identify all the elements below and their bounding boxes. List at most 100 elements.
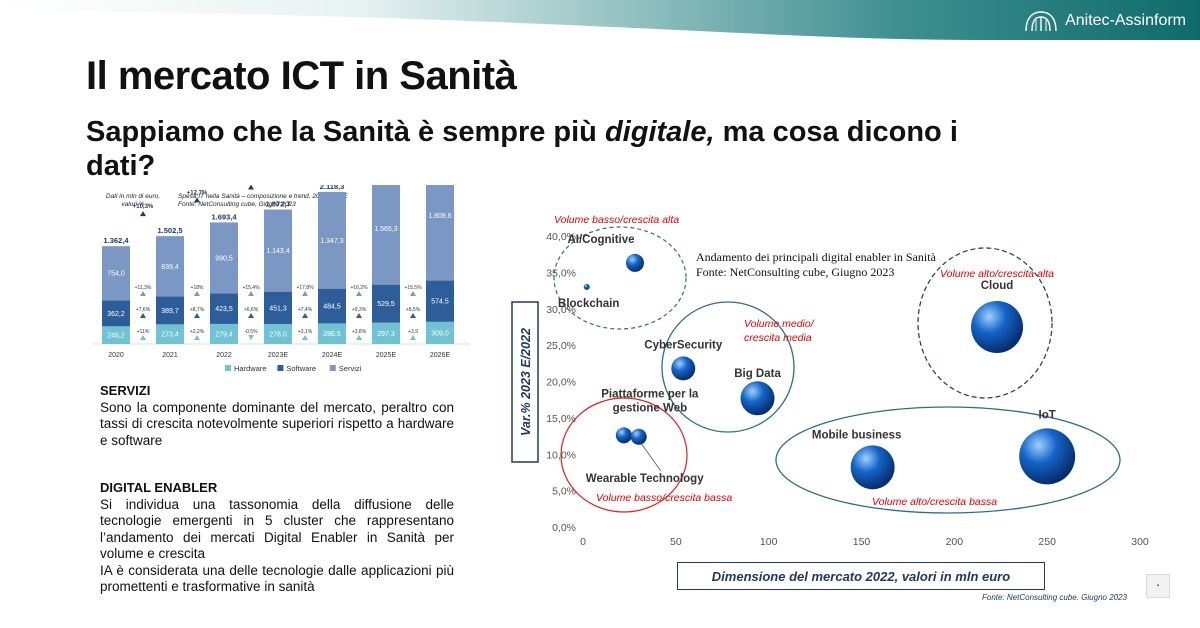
point-label: Piattaforme per la gestione Web [601,388,699,414]
series-growth-triangle-icon [302,335,308,340]
bar-segment-hardware-2022 [210,323,238,344]
point-label-line: Blockchain [558,298,619,310]
bar-segment-hardware-2020 [102,326,130,344]
stacked-bar-chart: 246,2 362,2 754,0 1.362,4 2020 273,4 389,7 839,… [93,185,470,373]
point-label: IoT [1039,409,1056,421]
bubble-mobile-business [850,445,895,490]
cluster-label-basso-alta: Volume basso/crescita alta [554,214,679,226]
digital-heading: DIGITAL ENABLER [100,480,218,495]
x-tick-label: 250 [1038,536,1056,548]
bar-category-label: 2025E [376,352,397,359]
bar-segment-software-2024E [318,288,346,324]
bar-total-label: 1.362,4 [103,236,129,245]
legend-swatch-hardware [225,365,231,371]
bar-segment-software-2020 [102,300,130,327]
point-label: Cloud [981,280,1014,292]
point-label-line: Wearable Technology [586,473,704,485]
bar-segment-servizi-2025E [372,185,400,285]
bar-segment-software-2022 [210,293,238,324]
bar-segment-software-2026E [426,280,454,322]
bar-segment-servizi-2021 [156,236,184,297]
anitec-logo-icon [1025,11,1057,32]
series-growth-triangle-icon [140,313,146,318]
bar-segment-servizi-2020 [102,246,130,301]
series-growth-triangle-icon [356,335,362,340]
page-title: Il mercato ICT in Sanità [86,54,517,98]
bubble-big-data [740,381,775,416]
ia-text: IA è considerata una delle tecnologie da… [100,562,454,595]
y-tick-label: 20,0% [546,377,576,389]
bubble-cybersecurity [671,356,696,381]
y-tick-label: 0,0% [552,522,576,534]
cluster-label-basso-bassa: Volume basso/crescita bassa [596,492,732,504]
series-growth-label: +7,4% [298,307,313,313]
bubble-iot [1019,428,1076,485]
series-growth-triangle-icon [356,313,362,318]
bar-value-label: 1.565,3 [374,226,397,233]
cluster-ellipse-basso-bassa [560,397,688,513]
series-growth-label: +15,5% [404,285,422,291]
series-growth-label: +16,2% [350,285,368,291]
bar-segment-hardware-2021 [156,324,184,344]
point-label-line: CyberSecurity [644,339,723,351]
bar-value-label: 1.347,3 [320,238,343,245]
legend-label-software: Software [286,364,316,373]
y-axis-title-box [511,301,539,463]
bar-units: Dati in mln di euro, valori % [100,193,166,209]
bar-caption-line2: Fonte: NetConsulting cube, Giugno 2023 [178,201,296,208]
series-growth-label: +17,8% [296,285,314,291]
bubble-cloud [971,300,1024,353]
bar-total-label: 1.502,5 [157,226,182,235]
bar-value-label: 273,4 [161,332,179,339]
point-label-line: Piattaforme per la [601,388,699,400]
bar-value-label: 278,0 [269,332,287,339]
series-growth-triangle-icon [194,335,200,340]
bar-value-label: 389,7 [161,308,179,315]
series-growth-triangle-icon [302,313,308,318]
growth-triangle-icon [248,185,254,190]
x-axis-title: Dimensione del mercato 2022, valori in m… [711,568,1011,584]
y-tick-label: 40,0% [546,231,576,243]
series-growth-triangle-icon [410,335,416,340]
source-note: Fonte: NetConsulting cube. Giugno 2023 [982,593,1127,602]
bar-value-label: 286,5 [323,331,341,338]
bar-total-label: 2.118,3 [320,185,345,191]
series-growth-triangle-icon [194,291,200,296]
legend-label-hardware: Hardware [234,364,267,373]
cluster-ellipse-medio [661,301,795,433]
point-label-line: Mobile business [812,429,901,441]
series-growth-triangle-icon [248,313,254,318]
bar-segment-servizi-2024E [318,191,346,289]
bubble-chart: 0,0%5,0%10,0%15,0%20,0%25,0%30,0%35,0%40… [511,214,1149,548]
bubble-note-line2: Fonte: NetConsulting cube, Giugno 2023 [696,265,895,279]
cluster-label-medio: Volume medio/crescita media [744,318,815,344]
y-tick-label: 15,0% [546,413,576,425]
x-tick-label: 150 [853,536,871,548]
growth-triangle-icon [194,197,200,203]
x-tick-label: 50 [670,536,682,548]
series-growth-label: +11,3% [135,285,152,291]
page-subtitle: Sappiamo che la Sanità è sempre più digi… [86,115,1006,183]
legend-swatch-servizi [329,365,336,371]
servizi-text: Sono la componente dominante del mercato… [100,399,454,448]
series-growth-triangle-icon [140,291,146,296]
bar-value-label: 246,2 [107,333,125,340]
bubble-note-line1: Andamento dei principali digital enabler… [696,250,936,264]
y-axis-title: Var.% 2023 E/2022 [519,328,533,436]
growth-triangle-icon [140,211,146,217]
y-tick-label: 5,0% [552,486,576,498]
series-growth-label: +3,1% [298,329,313,335]
y-tick-label: 30,0% [546,304,576,316]
bar-segment-hardware-2024E [318,323,346,344]
series-growth-label: +11% [137,329,150,335]
bubble-blockchain [583,283,590,290]
page-number-thumb: ▪ [1146,574,1170,598]
top-band [0,0,1200,40]
series-growth-label: +8,7% [190,307,205,313]
point-label: Wearable Technology [586,473,704,485]
point-label: Blockchain [558,298,619,310]
point-label: AI/Cognitive [567,234,634,246]
digital-text: Si individua una tassonomia della diffus… [100,496,454,562]
subtitle-italic: digitale, [604,116,715,148]
decorative-wave [0,0,1200,40]
